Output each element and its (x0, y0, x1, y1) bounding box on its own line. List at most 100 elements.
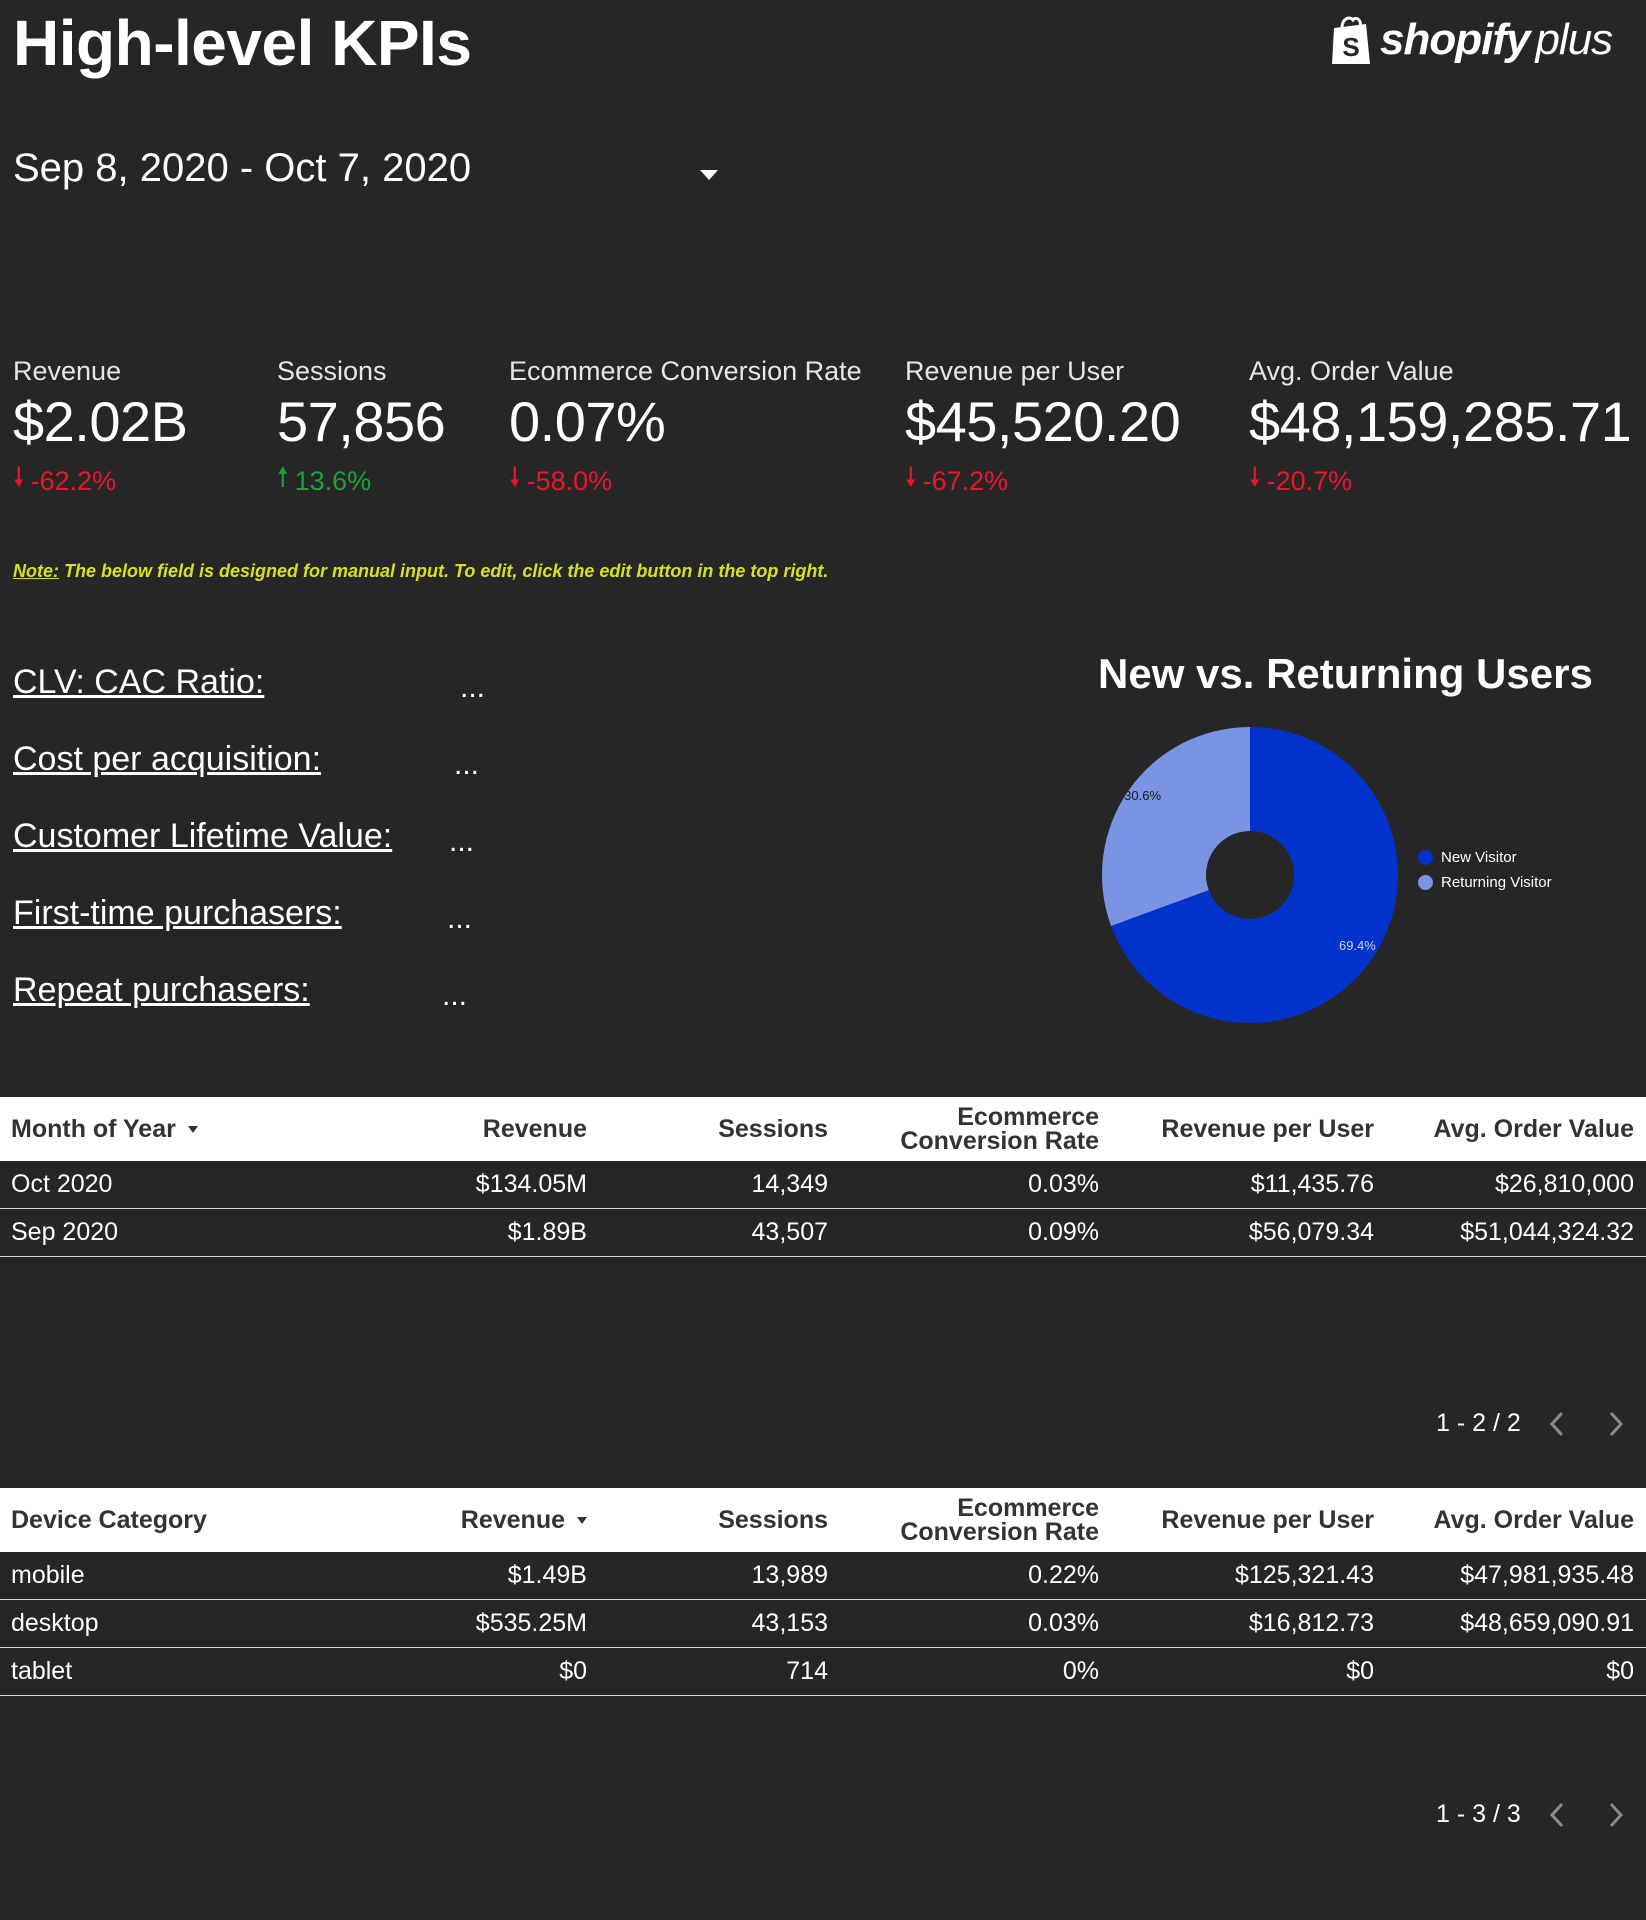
kpi-change-value: -20.7% (1266, 465, 1353, 496)
col-header-conversion-rate[interactable]: Ecommerce Conversion Rate (840, 1097, 1111, 1161)
arrow-up-icon: 🠕 (277, 462, 289, 492)
chevron-left-icon[interactable] (1547, 1801, 1567, 1829)
kpi-sessions: Sessions 57,856 🠕 13.6% (277, 356, 446, 504)
cell-conversion-rate: 0.03% (840, 1599, 1111, 1648)
kpi-value: 0.07% (509, 390, 666, 453)
metric-label-clv-cac: CLV: CAC Ratio: (13, 663, 265, 701)
arrow-down-icon: 🠗 (13, 462, 25, 492)
sort-desc-icon[interactable] (187, 1126, 198, 1134)
logo-plus: plus (1535, 15, 1613, 64)
cell-device: desktop (0, 1599, 333, 1648)
new-vs-returning-chart: 69.4% 30.6% (1102, 727, 1398, 1023)
manual-input-note: Note: The below field is designed for ma… (13, 561, 828, 582)
month-table: Month of Year Revenue Sessions Ecommerce… (0, 1097, 1646, 1257)
cell-conversion-rate: 0% (840, 1647, 1111, 1696)
cell-revenue-per-user: $56,079.34 (1111, 1208, 1386, 1257)
date-range-selector[interactable]: Sep 8, 2020 - Oct 7, 2020 (13, 146, 472, 190)
device-table: Device Category Revenue Sessions Ecommer… (0, 1488, 1646, 1696)
cell-revenue: $1.49B (333, 1552, 599, 1600)
col-header-month[interactable]: Month of Year (0, 1097, 333, 1161)
cell-sessions: 43,153 (599, 1599, 840, 1648)
col-header-sessions[interactable]: Sessions (599, 1488, 840, 1552)
header-label-line1: Ecommerce (957, 1494, 1099, 1522)
kpi-change: 🠗 -20.7% (1249, 458, 1631, 504)
col-header-sessions[interactable]: Sessions (599, 1097, 840, 1161)
header-label-line2: Conversion Rate (900, 1127, 1099, 1155)
sort-desc-icon[interactable] (577, 1517, 587, 1525)
table-header-row: Device Category Revenue Sessions Ecommer… (0, 1488, 1646, 1552)
kpi-value: $2.02B (13, 390, 188, 453)
pagination-label: 1 - 3 / 3 (1436, 1800, 1521, 1828)
cell-sessions: 714 (599, 1647, 840, 1696)
header-label: Revenue (460, 1505, 565, 1534)
chevron-down-icon[interactable] (700, 170, 718, 180)
cell-revenue: $134.05M (333, 1161, 599, 1209)
kpi-label: Revenue per User (905, 356, 1125, 386)
cell-revenue: $535.25M (333, 1599, 599, 1648)
pagination-label: 1 - 2 / 2 (1436, 1409, 1521, 1437)
note-text: The below field is designed for manual i… (59, 561, 829, 581)
col-header-avg-order-value[interactable]: Avg. Order Value (1386, 1488, 1646, 1552)
metric-label-cpa: Cost per acquisition: (13, 740, 322, 778)
cell-revenue-per-user: $125,321.43 (1111, 1552, 1386, 1600)
table-row: Oct 2020 $134.05M 14,349 0.03% $11,435.7… (0, 1161, 1646, 1209)
legend-dot (1418, 850, 1433, 865)
col-header-device-category[interactable]: Device Category (0, 1488, 333, 1552)
chevron-left-icon[interactable] (1547, 1410, 1567, 1438)
col-header-revenue[interactable]: Revenue (333, 1097, 599, 1161)
legend-item-returning-visitor[interactable]: Returning Visitor (1418, 874, 1552, 891)
kpi-change: 🠗 -58.0% (509, 458, 862, 504)
kpi-change-value: 13.6% (294, 465, 372, 496)
note-prefix: Note: (13, 561, 59, 581)
table-header-row: Month of Year Revenue Sessions Ecommerce… (0, 1097, 1646, 1161)
kpi-label: Avg. Order Value (1249, 356, 1454, 386)
cell-revenue-per-user: $0 (1111, 1647, 1386, 1696)
col-header-revenue-per-user[interactable]: Revenue per User (1111, 1488, 1386, 1552)
metric-value-clv: ... (449, 825, 475, 858)
col-header-avg-order-value[interactable]: Avg. Order Value (1386, 1097, 1646, 1161)
col-header-revenue[interactable]: Revenue (333, 1488, 599, 1552)
chevron-right-icon[interactable] (1606, 1410, 1626, 1438)
metric-value-first-time: ... (447, 902, 473, 935)
kpi-value: $45,520.20 (905, 390, 1181, 453)
table-row: tablet $0 714 0% $0 $0 (0, 1647, 1646, 1696)
cell-avg-order-value: $51,044,324.32 (1386, 1208, 1646, 1257)
legend-label: Returning Visitor (1441, 874, 1552, 891)
pie-slice-new-visitor[interactable] (1111, 727, 1398, 1023)
arrow-down-icon: 🠗 (1249, 462, 1261, 492)
table-row: desktop $535.25M 43,153 0.03% $16,812.73… (0, 1599, 1646, 1648)
shopping-bag-icon: S (1332, 16, 1370, 64)
metric-label-clv: Customer Lifetime Value: (13, 817, 393, 855)
chart-title: New vs. Returning Users (1098, 650, 1593, 697)
legend-item-new-visitor[interactable]: New Visitor (1418, 849, 1517, 866)
cell-sessions: 14,349 (599, 1161, 840, 1209)
cell-revenue-per-user: $11,435.76 (1111, 1161, 1386, 1209)
chevron-right-icon[interactable] (1606, 1801, 1626, 1829)
metric-value-cpa: ... (454, 748, 480, 781)
kpi-label: Sessions (277, 356, 387, 386)
cell-month: Oct 2020 (0, 1161, 333, 1209)
metric-label-first-time: First-time purchasers: (13, 894, 342, 932)
kpi-revenue-per-user: Revenue per User $45,520.20 🠗 -67.2% (905, 356, 1181, 504)
metric-value-clv-cac: ... (460, 671, 486, 704)
header-label-line2: Conversion Rate (900, 1518, 1099, 1546)
col-header-revenue-per-user[interactable]: Revenue per User (1111, 1097, 1386, 1161)
kpi-label: Revenue (13, 356, 122, 386)
cell-revenue: $1.89B (333, 1208, 599, 1257)
table-row: mobile $1.49B 13,989 0.22% $125,321.43 $… (0, 1552, 1646, 1600)
cell-conversion-rate: 0.03% (840, 1161, 1111, 1209)
svg-text:S: S (1342, 32, 1359, 62)
kpi-change-value: -58.0% (526, 465, 613, 496)
cell-avg-order-value: $47,981,935.48 (1386, 1552, 1646, 1600)
kpi-value: $48,159,285.71 (1249, 390, 1632, 453)
kpi-change: 🠗 -67.2% (905, 458, 1180, 504)
metric-label-repeat: Repeat purchasers: (13, 971, 310, 1009)
kpi-revenue: Revenue $2.02B 🠗 -62.2% (13, 356, 188, 504)
pie-slice-returning-visitor[interactable] (1102, 727, 1250, 927)
cell-conversion-rate: 0.22% (840, 1552, 1111, 1600)
cell-device: tablet (0, 1647, 333, 1696)
col-header-conversion-rate[interactable]: Ecommerce Conversion Rate (840, 1488, 1111, 1552)
cell-month: Sep 2020 (0, 1208, 333, 1257)
cell-avg-order-value: $26,810,000 (1386, 1161, 1646, 1209)
logo-word: shopify (1380, 15, 1530, 64)
